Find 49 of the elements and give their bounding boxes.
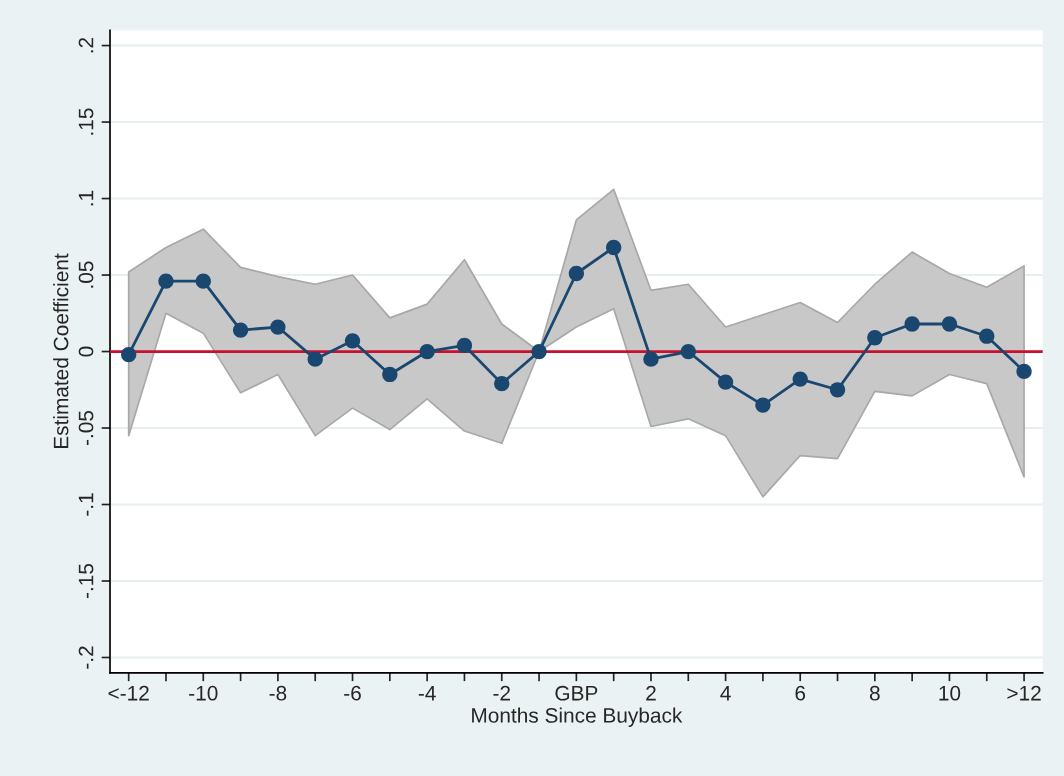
y-tick-label: .2 — [78, 37, 94, 53]
x-tick-label: -10 — [189, 685, 218, 701]
point — [606, 239, 622, 256]
point — [904, 316, 920, 332]
y-axis-title: Estimated Coefficient — [53, 253, 69, 449]
point — [829, 382, 846, 398]
x-tick-label: -4 — [418, 686, 436, 701]
x-tick-label: 10 — [939, 685, 961, 701]
point — [979, 328, 995, 344]
point — [717, 374, 734, 390]
x-tick-label: GBP — [555, 685, 598, 701]
point — [867, 330, 883, 346]
point — [232, 322, 249, 338]
x-tick-label: >12 — [1007, 685, 1041, 701]
point — [680, 343, 696, 360]
point — [941, 316, 958, 332]
point — [344, 333, 361, 349]
y-tick-label: -.2 — [78, 646, 94, 669]
point — [643, 351, 659, 367]
point — [158, 273, 174, 289]
y-tick-label: -.1 — [78, 493, 94, 516]
y-tick-label: -.15 — [78, 563, 94, 599]
y-tick-label: .1 — [78, 190, 94, 206]
x-tick-label: 6 — [795, 685, 806, 701]
x-tick-label: -6 — [344, 685, 361, 701]
point — [1016, 363, 1032, 380]
y-tick-label: -.05 — [78, 410, 94, 446]
x-axis-title: Months Since Buyback — [472, 707, 683, 727]
x-tick-label: 2 — [646, 685, 656, 701]
point — [456, 337, 473, 354]
point — [568, 265, 585, 282]
point — [121, 346, 137, 363]
point — [419, 343, 435, 360]
point — [755, 397, 771, 413]
y-tick-label: .15 — [78, 108, 94, 135]
x-tick-label: -8 — [269, 685, 287, 701]
y-tick-label: 0 — [78, 346, 94, 357]
point — [531, 343, 547, 360]
x-tick-label: -2 — [493, 685, 510, 701]
x-tick-label: 8 — [869, 685, 880, 701]
x-tick-label: 4 — [720, 686, 731, 701]
y-tick-label: .05 — [78, 261, 94, 288]
x-tick-label: <-12 — [108, 685, 149, 701]
point — [494, 376, 510, 392]
point — [270, 319, 286, 335]
point — [195, 273, 211, 289]
point — [307, 351, 323, 367]
point — [792, 371, 808, 387]
point — [382, 366, 398, 383]
